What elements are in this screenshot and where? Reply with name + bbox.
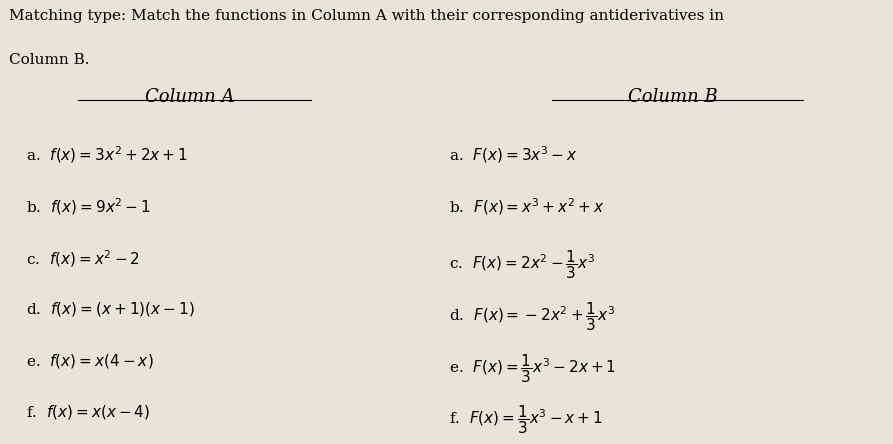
Text: a.  $f(x) = 3x^2 + 2x + 1$: a. $f(x) = 3x^2 + 2x + 1$ xyxy=(26,145,188,166)
Text: c.  $f(x) = x^2 - 2$: c. $f(x) = x^2 - 2$ xyxy=(26,248,140,269)
Text: f.  $f(x) = x(x-4)$: f. $f(x) = x(x-4)$ xyxy=(26,404,150,421)
Text: b.  $f(x) = 9x^2 - 1$: b. $f(x) = 9x^2 - 1$ xyxy=(26,197,151,217)
Text: Matching type: Match the functions in Column A with their corresponding antideri: Matching type: Match the functions in Co… xyxy=(9,9,723,23)
Text: e.  $F(x) = \dfrac{1}{3}x^3 - 2x + 1$: e. $F(x) = \dfrac{1}{3}x^3 - 2x + 1$ xyxy=(449,352,616,385)
Text: b.  $F(x) = x^3 + x^2 + x$: b. $F(x) = x^3 + x^2 + x$ xyxy=(449,197,605,217)
Text: e.  $f(x) = x(4-x)$: e. $f(x) = x(4-x)$ xyxy=(26,352,154,370)
Text: Column B.: Column B. xyxy=(9,53,89,67)
Text: Column B: Column B xyxy=(629,88,718,106)
Text: c.  $F(x) = 2x^2 - \dfrac{1}{3}x^3$: c. $F(x) = 2x^2 - \dfrac{1}{3}x^3$ xyxy=(449,248,595,281)
Text: d.  $F(x) = -2x^2 + \dfrac{1}{3}x^3$: d. $F(x) = -2x^2 + \dfrac{1}{3}x^3$ xyxy=(449,300,615,333)
Text: d.  $f(x) = (x+1)(x-1)$: d. $f(x) = (x+1)(x-1)$ xyxy=(26,300,195,318)
Text: a.  $F(x) = 3x^3 - x$: a. $F(x) = 3x^3 - x$ xyxy=(449,145,578,166)
Text: Column A: Column A xyxy=(146,88,235,106)
Text: f.  $F(x) = \dfrac{1}{3}x^3 - x + 1$: f. $F(x) = \dfrac{1}{3}x^3 - x + 1$ xyxy=(449,404,603,436)
